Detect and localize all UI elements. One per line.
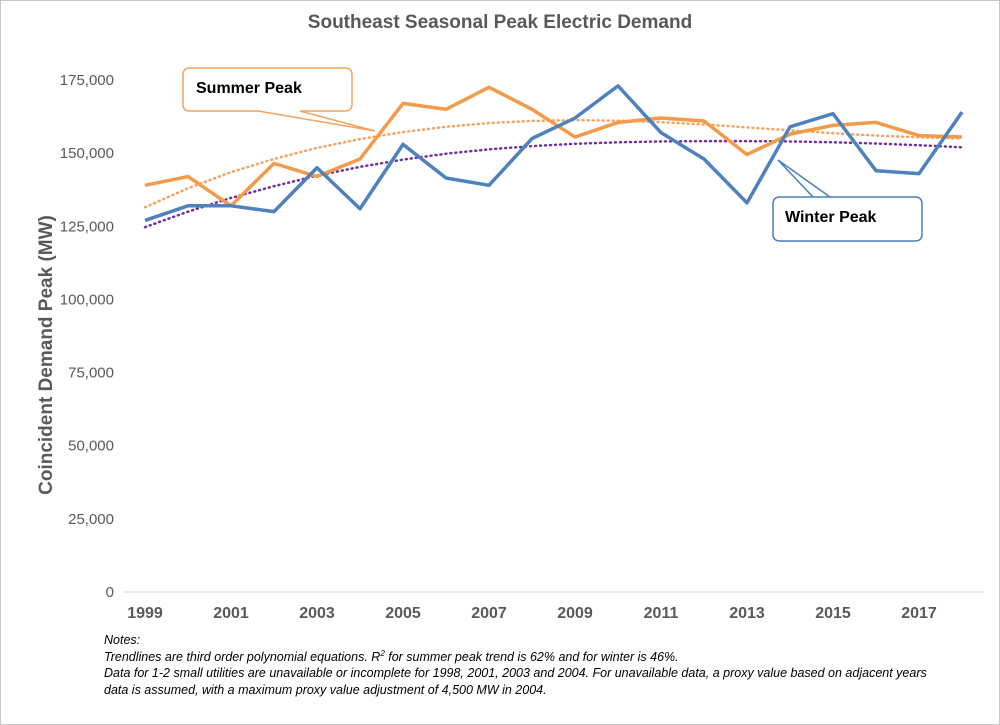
x-tick-label: 2007 (471, 605, 507, 622)
winter-peak-callout-box (772, 159, 923, 242)
notes-heading: Notes: (104, 633, 141, 647)
y-tick-label: 75,000 (68, 365, 114, 382)
trend-layer (143, 118, 964, 229)
x-tick-label: 2013 (729, 605, 765, 622)
summer-peak-line (144, 85, 963, 208)
y-tick-label: 25,000 (68, 511, 114, 528)
y-tick-label: 175,000 (60, 72, 114, 89)
x-tick-label: 2015 (815, 605, 851, 622)
y-tick-label: 150,000 (60, 145, 114, 162)
notes-line-1-sup: 2 (380, 648, 385, 658)
summer-peak-callout-label: Summer Peak (196, 80, 302, 97)
summer-peak-callout-box (182, 67, 376, 132)
notes-line-1-post: for summer peak trend is 62% and for win… (384, 649, 679, 664)
x-tick-label: 2003 (299, 605, 335, 622)
winter-peak-callout-label: Winter Peak (785, 209, 877, 226)
notes-line-3: data is assumed, with a maximum proxy va… (104, 682, 547, 697)
series-layer (144, 84, 964, 223)
x-tick-label: 2001 (213, 605, 249, 622)
y-tick-label: 125,000 (60, 218, 114, 235)
x-tick-label: 2005 (385, 605, 421, 622)
summer-trendline (143, 118, 964, 209)
y-tick-label: 0 (106, 584, 114, 601)
axes-layer: 0 25,000 50,000 75,000 100,000 125,000 150,000… (60, 72, 984, 622)
y-tick-label: 100,000 (60, 291, 114, 308)
notes-line-1-pre: Trendlines are third order polynomial eq… (104, 649, 381, 664)
x-tick-label: 1999 (127, 605, 163, 622)
y-tick-label: 50,000 (68, 438, 114, 455)
chart-title: Southeast Seasonal Peak Electric Demand (308, 12, 692, 33)
winter-trendline (143, 139, 964, 229)
x-tick-label: 2011 (644, 605, 679, 622)
y-axis-label: Coincident Demand Peak (MW) (36, 215, 57, 495)
notes-line-2: Data for 1-2 small utilities are unavail… (104, 666, 927, 680)
notes-block: Notes: Trendlines are third order polyno… (104, 632, 984, 698)
callout-layer: Summer Peak Winter Peak (182, 67, 923, 242)
x-tick-label: 2009 (557, 605, 593, 622)
winter-peak-line (144, 84, 964, 223)
notes-line-1: Trendlines are third order polynomial eq… (104, 649, 984, 666)
x-tick-label: 2017 (901, 605, 937, 622)
